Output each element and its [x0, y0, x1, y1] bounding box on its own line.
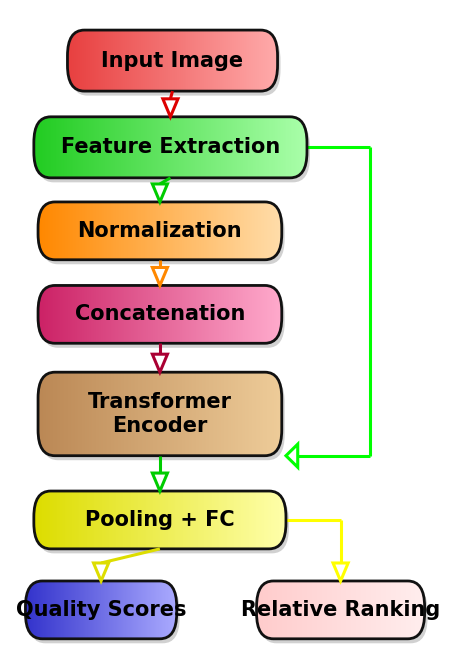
Polygon shape: [153, 184, 168, 202]
Polygon shape: [163, 99, 178, 117]
Polygon shape: [153, 268, 168, 286]
FancyBboxPatch shape: [37, 121, 310, 182]
Text: Normalization: Normalization: [77, 221, 242, 241]
Text: Input Image: Input Image: [102, 51, 244, 71]
FancyBboxPatch shape: [260, 586, 428, 643]
FancyBboxPatch shape: [41, 207, 285, 264]
FancyBboxPatch shape: [37, 496, 289, 553]
Text: Relative Ranking: Relative Ranking: [241, 600, 440, 620]
FancyBboxPatch shape: [38, 202, 282, 260]
Polygon shape: [286, 444, 298, 467]
Text: Concatenation: Concatenation: [75, 305, 245, 325]
Text: Pooling + FC: Pooling + FC: [85, 510, 234, 530]
FancyBboxPatch shape: [26, 581, 177, 639]
FancyBboxPatch shape: [41, 290, 285, 348]
FancyBboxPatch shape: [38, 372, 282, 456]
Polygon shape: [153, 354, 168, 372]
FancyBboxPatch shape: [71, 34, 280, 96]
FancyBboxPatch shape: [34, 491, 286, 549]
FancyBboxPatch shape: [41, 376, 285, 460]
FancyBboxPatch shape: [28, 586, 180, 643]
FancyBboxPatch shape: [256, 581, 425, 639]
Text: Transformer
Encoder: Transformer Encoder: [88, 392, 232, 435]
Text: Feature Extraction: Feature Extraction: [61, 137, 280, 157]
Polygon shape: [153, 473, 168, 491]
Text: Quality Scores: Quality Scores: [16, 600, 186, 620]
FancyBboxPatch shape: [38, 286, 282, 343]
Polygon shape: [93, 563, 109, 581]
FancyBboxPatch shape: [67, 30, 278, 91]
Polygon shape: [333, 563, 348, 581]
FancyBboxPatch shape: [34, 117, 307, 178]
